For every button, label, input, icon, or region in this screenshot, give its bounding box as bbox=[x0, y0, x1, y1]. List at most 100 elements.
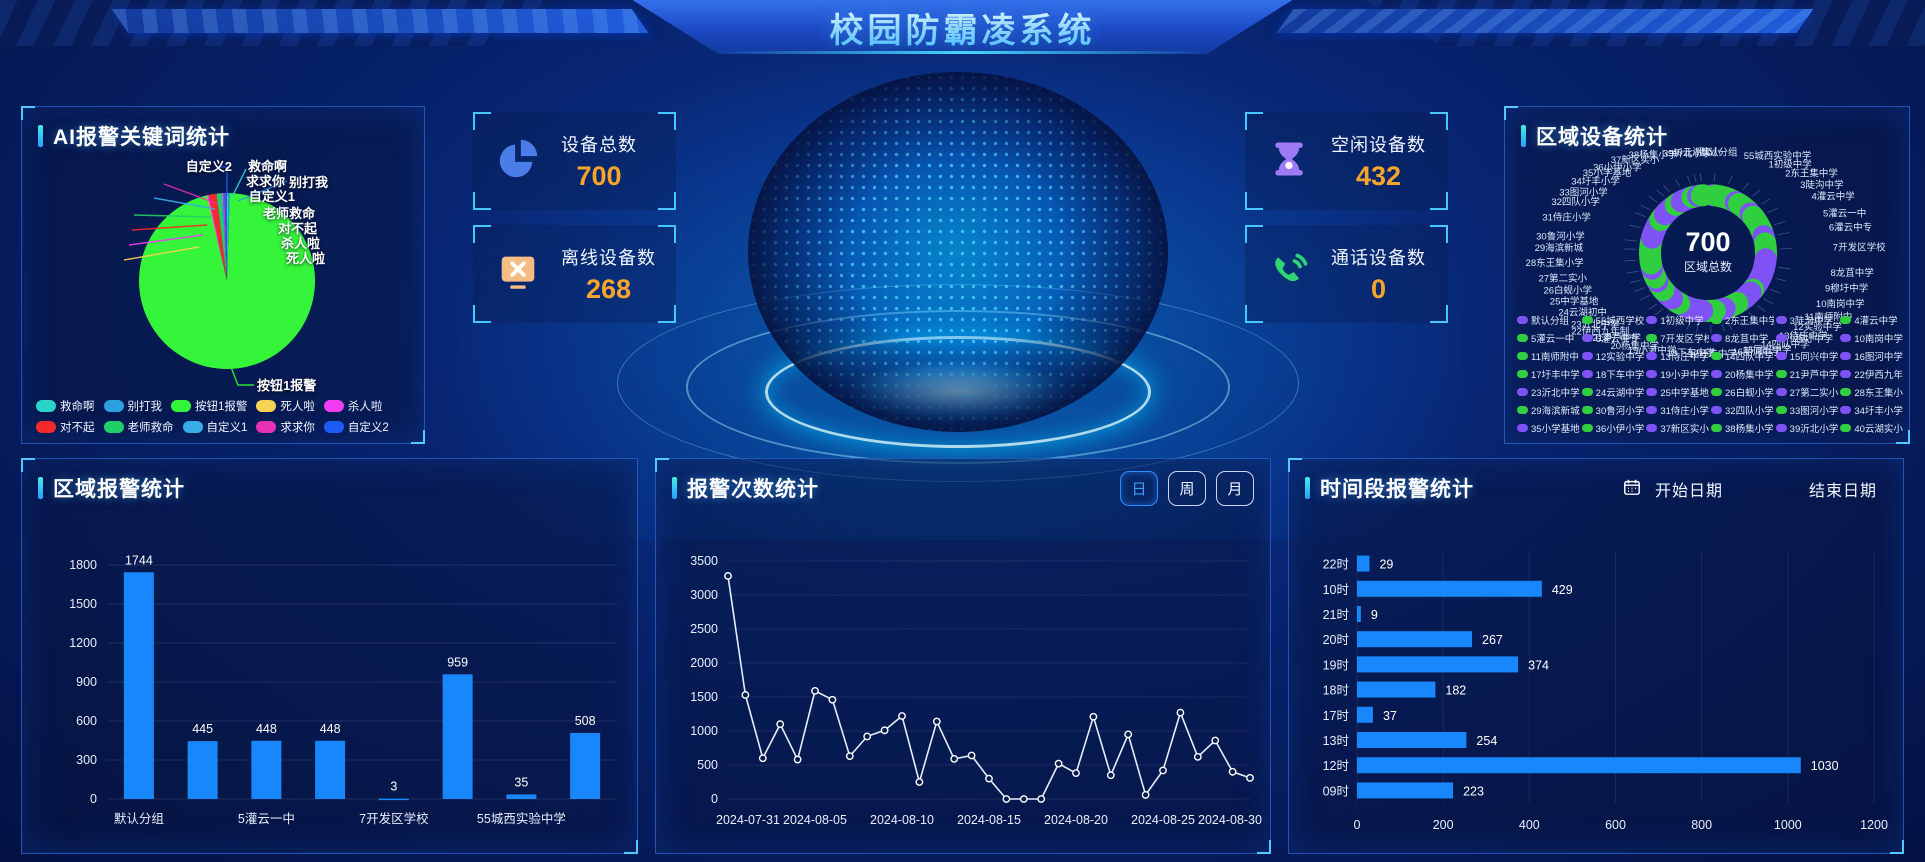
legend-swatch bbox=[1775, 406, 1787, 414]
legend-item[interactable]: 9穆圩中学 bbox=[1775, 331, 1839, 345]
region-device-panel: 区域设备统计 默认分组 55城西实验中学 1初级中学 2东王集中学 3陡沟中学 4灌云中学… bbox=[1504, 106, 1910, 444]
legend-item[interactable]: 32四队小学 bbox=[1711, 403, 1774, 417]
legend-item[interactable]: 老师救命 bbox=[103, 419, 174, 435]
legend-item[interactable]: 30鲁河小学 bbox=[1581, 403, 1645, 417]
legend-item[interactable]: 38杨集小学 bbox=[1711, 421, 1774, 435]
legend-item[interactable]: 2东王集中学 bbox=[1711, 313, 1774, 327]
legend-label: 9穆圩中学 bbox=[1789, 334, 1833, 345]
legend-item[interactable]: 求求你 bbox=[256, 419, 315, 435]
legend-item[interactable]: 5灌云一中 bbox=[1517, 331, 1580, 345]
svg-text:2东王集中学: 2东王集中学 bbox=[1785, 168, 1838, 180]
legend-item[interactable]: 默认分组 bbox=[1517, 313, 1580, 327]
legend-item[interactable]: 39沂北小学 bbox=[1775, 421, 1839, 435]
legend-item[interactable]: 17圩丰中学 bbox=[1517, 367, 1580, 381]
legend-item[interactable]: 1初级中学 bbox=[1646, 313, 1709, 327]
legend-swatch bbox=[1840, 334, 1852, 342]
legend-item[interactable]: 34圩丰小学 bbox=[1840, 403, 1903, 417]
legend-swatch bbox=[323, 400, 344, 412]
range-button-week[interactable]: 周 bbox=[1168, 471, 1206, 506]
legend-item[interactable]: 杀人啦 bbox=[323, 398, 382, 414]
legend-item[interactable]: 19小尹中学 bbox=[1646, 367, 1709, 381]
legend-item[interactable]: 37新区实小 bbox=[1646, 421, 1709, 435]
svg-text:1800: 1800 bbox=[69, 558, 97, 572]
globe-ring-outer bbox=[617, 284, 1299, 482]
legend-label: 23沂北中学 bbox=[1531, 388, 1580, 399]
legend-label: 按钮1报警 bbox=[195, 401, 248, 413]
legend-item[interactable]: 15同兴中学 bbox=[1775, 349, 1839, 363]
legend-item[interactable]: 27第二实小 bbox=[1775, 385, 1839, 399]
legend-item[interactable]: 6灌云中专 bbox=[1581, 331, 1645, 345]
pie-label: 别打我 bbox=[289, 175, 329, 190]
legend-item[interactable]: 按钮1报警 bbox=[171, 398, 247, 414]
legend-item[interactable]: 21尹芦中学 bbox=[1775, 367, 1839, 381]
legend-item[interactable]: 25中学基地 bbox=[1646, 385, 1709, 399]
legend-swatch bbox=[1840, 316, 1852, 324]
range-button-day[interactable]: 日 bbox=[1120, 471, 1158, 506]
svg-text:26白蚬小学: 26白蚬小学 bbox=[1543, 285, 1592, 297]
legend-swatch bbox=[1840, 388, 1852, 396]
legend-label: 26白蚬小学 bbox=[1725, 388, 1774, 399]
svg-text:36小伊小学: 36小伊小学 bbox=[1593, 161, 1642, 173]
svg-text:24云湖初中: 24云湖初中 bbox=[1558, 306, 1607, 318]
legend-item[interactable]: 29海滨新城 bbox=[1517, 403, 1580, 417]
svg-text:19时: 19时 bbox=[1323, 658, 1350, 672]
keyword-legend: 救命啊 别打我 按钮1报警 死人啦 杀人啦对不起 老师救命 自定义1 求求你 自定义2 bbox=[36, 398, 416, 435]
page-title: 校园防霸凌系统 bbox=[830, 3, 1096, 52]
keyword-stats-panel: AI报警关键词统计 救命啊 别打我 按钮1报警 死人啦 杀人啦 对不起 老师救命 自定义1 求求… bbox=[21, 106, 425, 444]
legend-label: 8龙苴中学 bbox=[1725, 334, 1769, 345]
legend-item[interactable]: 35小学基地 bbox=[1517, 421, 1580, 435]
legend-item[interactable]: 11南师附中 bbox=[1517, 349, 1580, 363]
legend-item[interactable]: 16图河中学 bbox=[1840, 349, 1903, 363]
stat-label: 离线设备数 bbox=[561, 247, 656, 268]
legend-label: 求求你 bbox=[280, 422, 315, 434]
legend-item[interactable]: 22伊西九年制 bbox=[1840, 367, 1903, 381]
legend-label: 28东王集小学 bbox=[1854, 388, 1903, 399]
svg-text:默认分组: 默认分组 bbox=[114, 811, 164, 826]
legend-item[interactable]: 自定义1 bbox=[182, 419, 247, 435]
legend-item[interactable]: 28东王集小学 bbox=[1840, 385, 1903, 399]
svg-text:445: 445 bbox=[192, 722, 213, 736]
legend-item[interactable]: 13侍庄中学 bbox=[1646, 349, 1709, 363]
legend-item[interactable]: 55城西学校 bbox=[1581, 313, 1645, 327]
legend-item[interactable]: 别打我 bbox=[103, 398, 162, 414]
legend-item[interactable]: 8龙苴中学 bbox=[1711, 331, 1774, 345]
legend-item[interactable]: 救命啊 bbox=[36, 398, 95, 414]
svg-text:30鲁河小学: 30鲁河小学 bbox=[1536, 230, 1585, 242]
corner-bracket bbox=[1245, 192, 1263, 210]
svg-text:区域总数: 区域总数 bbox=[1684, 259, 1732, 274]
legend-item[interactable]: 4灌云中学 bbox=[1840, 313, 1903, 327]
svg-text:2024-08-20: 2024-08-20 bbox=[1044, 813, 1108, 827]
start-date-picker[interactable]: 开始日期 bbox=[1654, 483, 1723, 500]
svg-text:20杨集中学: 20杨集中学 bbox=[1610, 340, 1659, 352]
legend-item[interactable]: 7开发区学校 bbox=[1646, 331, 1709, 345]
legend-item[interactable]: 10南岗中学 bbox=[1840, 331, 1903, 345]
legend-item[interactable]: 40云湖实小 bbox=[1840, 421, 1903, 435]
legend-item[interactable]: 18下车中学 bbox=[1581, 367, 1645, 381]
legend-item[interactable]: 20杨集中学 bbox=[1711, 367, 1774, 381]
legend-item[interactable]: 24云湖中学 bbox=[1581, 385, 1645, 399]
legend-label: 死人啦 bbox=[280, 401, 315, 413]
legend-item[interactable]: 自定义2 bbox=[323, 419, 389, 435]
legend-item[interactable]: 12实验中学 bbox=[1581, 349, 1645, 363]
legend-item[interactable]: 36小伊小学 bbox=[1581, 421, 1645, 435]
legend-item[interactable]: 14四队中学 bbox=[1711, 349, 1774, 363]
legend-item[interactable]: 对不起 bbox=[36, 419, 95, 435]
legend-swatch bbox=[1646, 406, 1658, 414]
legend-item[interactable]: 23沂北中学 bbox=[1517, 385, 1580, 399]
legend-item[interactable]: 26白蚬小学 bbox=[1711, 385, 1774, 399]
range-button-month[interactable]: 月 bbox=[1216, 471, 1254, 506]
legend-item[interactable]: 33图河小学 bbox=[1775, 403, 1839, 417]
svg-text:2024-08-10: 2024-08-10 bbox=[870, 813, 934, 827]
legend-swatch bbox=[1517, 388, 1528, 396]
stat-card-idle-devices: 空闲设备数 432 bbox=[1245, 112, 1448, 210]
legend-item[interactable]: 3陡沟中学 bbox=[1775, 313, 1839, 327]
legend-item[interactable]: 31侍庄小学 bbox=[1646, 403, 1709, 417]
legend-swatch bbox=[1711, 316, 1722, 324]
legend-label: 10南岗中学 bbox=[1854, 334, 1903, 345]
legend-item[interactable]: 死人啦 bbox=[256, 398, 315, 414]
panel-accent-bar bbox=[1305, 477, 1310, 499]
svg-text:1初级中学: 1初级中学 bbox=[1768, 159, 1811, 171]
calendar-icon[interactable] bbox=[1623, 478, 1641, 501]
end-date-picker[interactable]: 结束日期 bbox=[1808, 483, 1877, 500]
